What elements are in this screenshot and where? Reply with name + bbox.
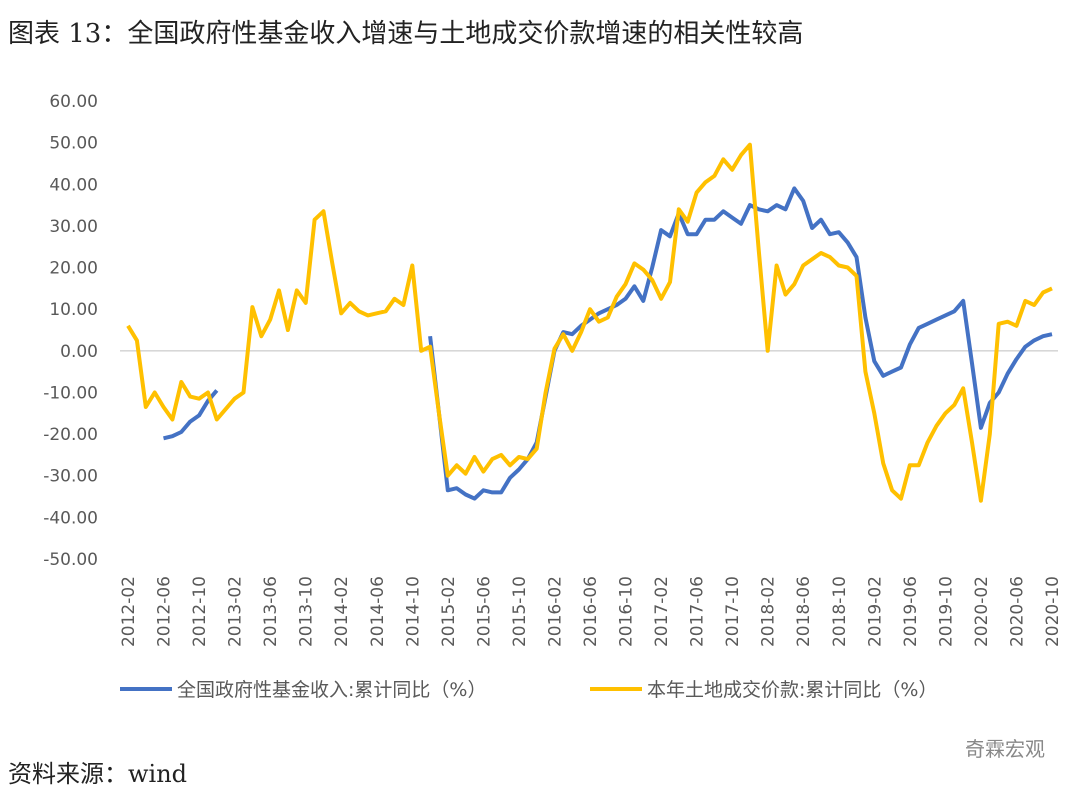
watermark: 奇霖宏观 [965, 737, 1045, 761]
x-tick-label: 2012-02 [119, 576, 139, 647]
legend-label: 本年土地成交价款:累计同比（%） [647, 679, 937, 701]
x-tick-label: 2016-02 [545, 576, 565, 647]
x-tick-label: 2015-10 [510, 576, 530, 647]
x-tick-label: 2019-02 [865, 576, 885, 647]
legend-label: 全国政府性基金收入:累计同比（%） [177, 679, 486, 701]
x-tick-label: 2012-06 [155, 576, 175, 647]
x-tick-label: 2013-10 [297, 576, 317, 647]
x-tick-label: 2017-06 [688, 576, 708, 647]
x-tick-label: 2016-10 [617, 576, 637, 647]
x-tick-label: 2019-10 [936, 576, 956, 647]
y-tick-label: 40.00 [49, 175, 98, 195]
y-tick-label: 60.00 [49, 92, 98, 112]
series-line [126, 142, 1053, 503]
x-tick-label: 2020-02 [972, 576, 992, 647]
source: 资料来源：wind [8, 760, 187, 788]
x-tick-label: 2018-10 [830, 576, 850, 647]
y-tick-label: 50.00 [49, 134, 98, 154]
x-tick-label: 2020-06 [1007, 576, 1027, 647]
chart-title: 图表 13：全国政府性基金收入增速与土地成交价款增速的相关性较高 [8, 19, 803, 49]
y-tick-label: -20.00 [43, 425, 98, 445]
x-tick-label: 2019-06 [901, 576, 921, 647]
x-tick-label: 2014-10 [403, 576, 423, 647]
x-tick-label: 2017-02 [652, 576, 672, 647]
x-tick-label: 2015-06 [474, 576, 494, 647]
y-tick-label: 0.00 [60, 342, 98, 362]
x-tick-label: 2017-10 [723, 576, 743, 647]
y-tick-label: -40.00 [43, 508, 98, 528]
x-tick-label: 2014-06 [368, 576, 388, 647]
series-line [163, 186, 1053, 501]
y-tick-label: -10.00 [43, 383, 98, 403]
y-tick-label: 30.00 [49, 217, 98, 237]
x-tick-label: 2013-06 [261, 576, 281, 647]
x-tick-label: 2013-02 [226, 576, 246, 647]
y-tick-label: -50.00 [43, 550, 98, 570]
x-tick-label: 2014-02 [332, 576, 352, 647]
y-tick-label: 10.00 [49, 300, 98, 320]
x-tick-label: 2018-06 [794, 576, 814, 647]
x-tick-label: 2020-10 [1043, 576, 1063, 647]
x-tick-label: 2016-06 [581, 576, 601, 647]
x-tick-label: 2018-02 [759, 576, 779, 647]
y-tick-label: -30.00 [43, 467, 98, 487]
x-tick-label: 2012-10 [190, 576, 210, 647]
x-tick-label: 2015-02 [439, 576, 459, 647]
y-tick-label: 20.00 [49, 259, 98, 279]
